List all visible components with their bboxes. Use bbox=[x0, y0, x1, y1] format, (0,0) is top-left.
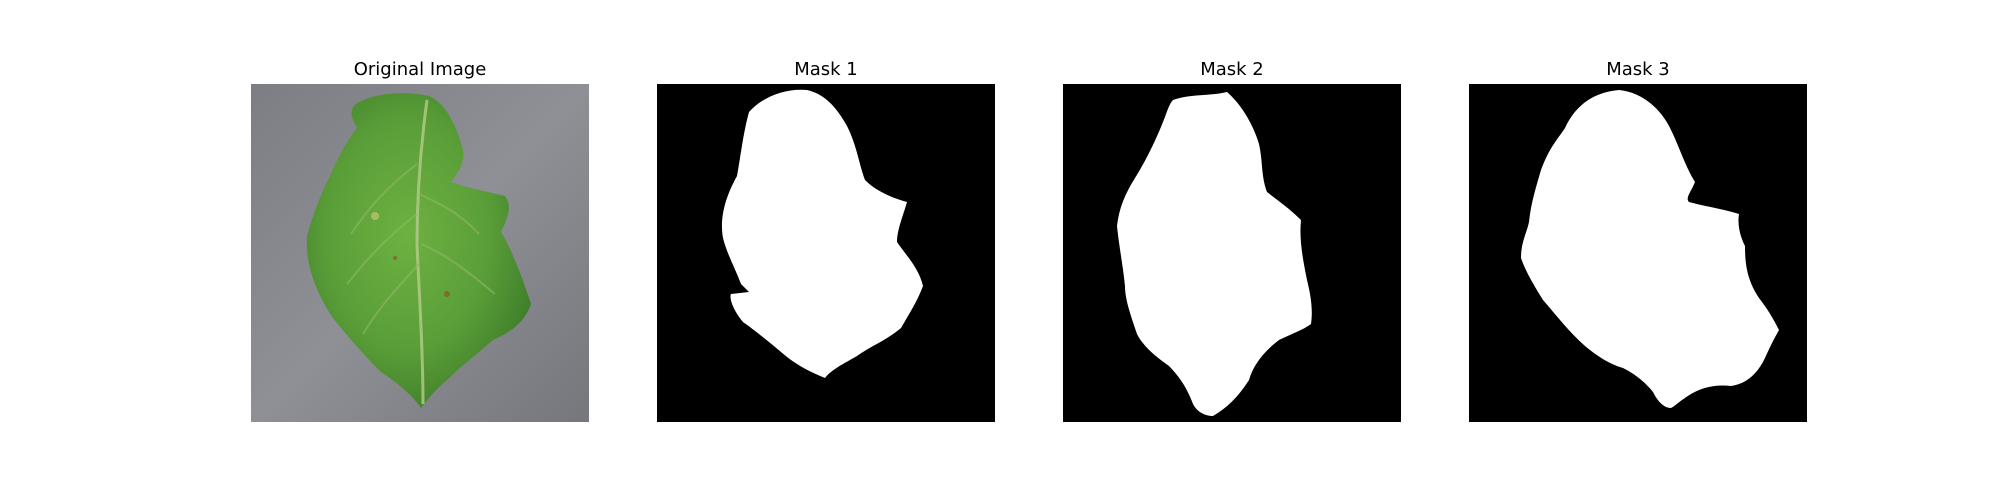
mask-2-image bbox=[1063, 84, 1401, 422]
original-image-panel: Original Image bbox=[251, 56, 589, 422]
mask-3-title: Mask 3 bbox=[1606, 59, 1670, 80]
mask-1-panel: Mask 1 bbox=[657, 56, 995, 422]
original-leaf-image bbox=[251, 84, 589, 422]
mask-1-image bbox=[657, 84, 995, 422]
mask-2-title: Mask 2 bbox=[1200, 59, 1264, 80]
mask-3-image bbox=[1469, 84, 1807, 422]
mask-3-panel: Mask 3 bbox=[1469, 56, 1807, 422]
mask-1-title: Mask 1 bbox=[794, 59, 858, 80]
mask-2-panel: Mask 2 bbox=[1063, 56, 1401, 422]
original-image-title: Original Image bbox=[353, 59, 487, 80]
